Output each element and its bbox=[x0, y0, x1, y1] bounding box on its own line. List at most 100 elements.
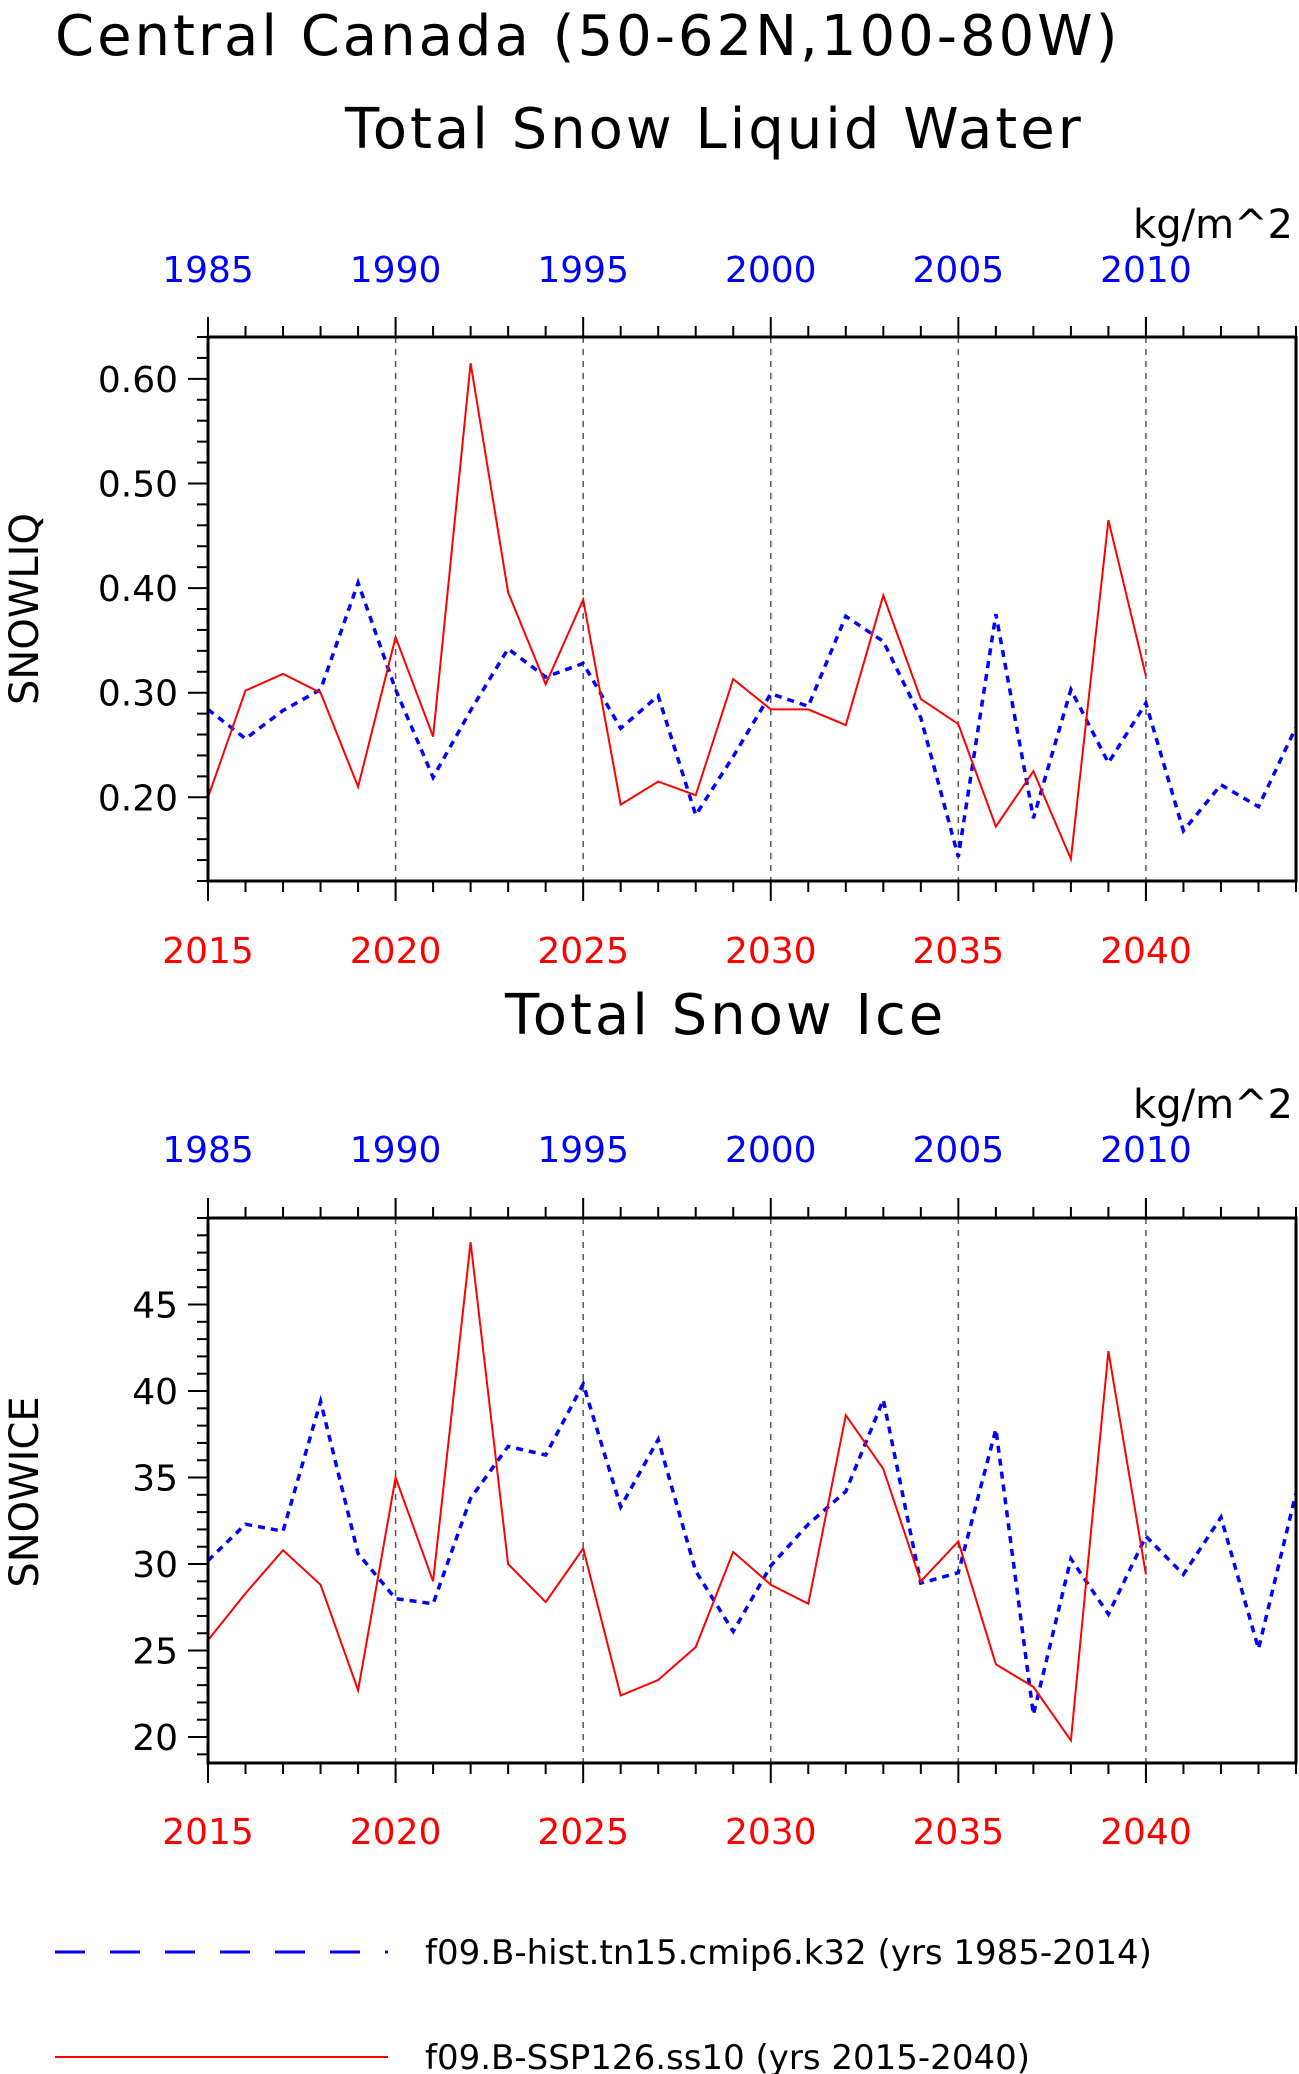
x-top-tick-label: 1990 bbox=[350, 250, 442, 291]
data-point bbox=[1144, 1534, 1148, 1538]
y-tick-label: 35 bbox=[132, 1459, 178, 1500]
data-point bbox=[319, 691, 323, 695]
x-top-tick-label: 2000 bbox=[725, 250, 817, 291]
series-ssp-line bbox=[208, 363, 1147, 863]
data-point bbox=[581, 598, 585, 602]
data-point bbox=[394, 1597, 398, 1601]
y-tick-label: 25 bbox=[132, 1632, 178, 1673]
units-label: kg/m^2 bbox=[1133, 1082, 1293, 1128]
data-point bbox=[581, 661, 585, 665]
data-point bbox=[1144, 701, 1148, 705]
data-point bbox=[1031, 1713, 1035, 1717]
data-point bbox=[956, 1540, 960, 1544]
data-point bbox=[506, 590, 510, 594]
data-point bbox=[1106, 518, 1110, 522]
plot-frame bbox=[206, 1216, 1298, 1765]
data-point bbox=[694, 1569, 698, 1573]
data-point bbox=[881, 593, 885, 597]
data-point bbox=[881, 1467, 885, 1471]
data-point bbox=[431, 1602, 435, 1606]
x-top-tick-label: 2005 bbox=[913, 250, 1005, 291]
data-point bbox=[244, 689, 248, 693]
data-point bbox=[394, 1476, 398, 1480]
data-point bbox=[281, 672, 285, 676]
data-point bbox=[994, 1662, 998, 1666]
data-point bbox=[919, 697, 923, 701]
data-point bbox=[731, 1550, 735, 1554]
data-point bbox=[319, 1583, 323, 1587]
y-tick-label: 40 bbox=[132, 1372, 178, 1413]
data-point bbox=[994, 825, 998, 829]
data-point bbox=[619, 803, 623, 807]
snowliq-panel: 0.20 0.30 0.40 0.50 0.60 2015 2020 2025 2030 2035… bbox=[2, 202, 1298, 972]
data-point bbox=[506, 1562, 510, 1566]
data-point bbox=[769, 707, 773, 711]
data-point bbox=[769, 1583, 773, 1587]
panel2-title: Total Snow Ice bbox=[504, 983, 946, 1048]
y-axis-label: SNOWLIQ bbox=[2, 513, 48, 705]
data-point bbox=[919, 716, 923, 720]
legend-ssp-label: f09.B-SSP126.ss10 (yrs 2015-2040) bbox=[425, 2038, 1030, 2074]
data-point bbox=[1106, 1612, 1110, 1616]
x-bottom-tick-label: 2025 bbox=[537, 1812, 629, 1853]
data-point bbox=[731, 755, 735, 759]
x-top-tick-label: 1985 bbox=[162, 250, 254, 291]
x-top-tick-label: 1995 bbox=[537, 1130, 629, 1171]
y-tick-label: 20 bbox=[132, 1718, 178, 1759]
x-top-tick-label: 1995 bbox=[537, 250, 629, 291]
data-point bbox=[806, 1522, 810, 1526]
data-point bbox=[281, 1529, 285, 1533]
y-tick-label: 0.50 bbox=[98, 464, 178, 505]
data-point bbox=[1219, 1515, 1223, 1519]
data-point bbox=[1031, 1685, 1035, 1689]
x-bottom-tick-label: 2030 bbox=[725, 1812, 817, 1853]
x-top-tick-label: 1990 bbox=[350, 1130, 442, 1171]
data-point bbox=[1219, 783, 1223, 787]
x-bottom-tick-label: 2035 bbox=[913, 931, 1005, 972]
data-point bbox=[881, 1398, 885, 1402]
data-point bbox=[881, 639, 885, 643]
data-point bbox=[356, 1688, 360, 1692]
data-point bbox=[694, 813, 698, 817]
data-point bbox=[544, 1600, 548, 1604]
data-point bbox=[994, 1427, 998, 1431]
x-top-tick-label: 2010 bbox=[1100, 1130, 1192, 1171]
x-top-tick-label: 1985 bbox=[162, 1130, 254, 1171]
data-point bbox=[1069, 688, 1073, 692]
series-ssp-line bbox=[208, 1242, 1147, 1744]
x-bottom-tick-label: 2015 bbox=[162, 931, 254, 972]
y-tick-label: 0.30 bbox=[98, 674, 178, 715]
data-point bbox=[656, 1437, 660, 1441]
data-point bbox=[394, 688, 398, 692]
legend: f09.B-hist.tn15.cmip6.k32 (yrs 1985-2014… bbox=[55, 1933, 1152, 2074]
data-point bbox=[844, 723, 848, 727]
x-bottom-tick-label: 2020 bbox=[350, 1812, 442, 1853]
data-point bbox=[469, 708, 473, 712]
data-point bbox=[619, 1694, 623, 1698]
data-point bbox=[469, 361, 473, 365]
data-point bbox=[806, 707, 810, 711]
figure-title-line1: Central Canada (50-62N,100-80W) bbox=[55, 4, 1120, 69]
x-bottom-tick-label: 2030 bbox=[725, 931, 817, 972]
series-hist-line bbox=[208, 1379, 1296, 1716]
x-bottom-tick-label: 2015 bbox=[162, 1812, 254, 1853]
data-point bbox=[544, 682, 548, 686]
x-top-tick-label: 2005 bbox=[913, 1130, 1005, 1171]
x-bottom-tick-label: 2025 bbox=[537, 931, 629, 972]
data-point bbox=[469, 1496, 473, 1500]
data-point bbox=[769, 1564, 773, 1568]
data-point bbox=[356, 581, 360, 585]
x-bottom-tick-label: 2035 bbox=[913, 1812, 1005, 1853]
data-point bbox=[544, 1453, 548, 1457]
x-top-tick-label: 2000 bbox=[725, 1130, 817, 1171]
legend-hist-label: f09.B-hist.tn15.cmip6.k32 (yrs 1985-2014… bbox=[425, 1933, 1152, 1973]
data-point bbox=[319, 1399, 323, 1403]
data-point bbox=[469, 1240, 473, 1244]
data-point bbox=[1256, 805, 1260, 809]
y-tick-label: 0.20 bbox=[98, 778, 178, 819]
data-point bbox=[394, 635, 398, 639]
data-point bbox=[1144, 1572, 1148, 1576]
data-point bbox=[956, 1571, 960, 1575]
